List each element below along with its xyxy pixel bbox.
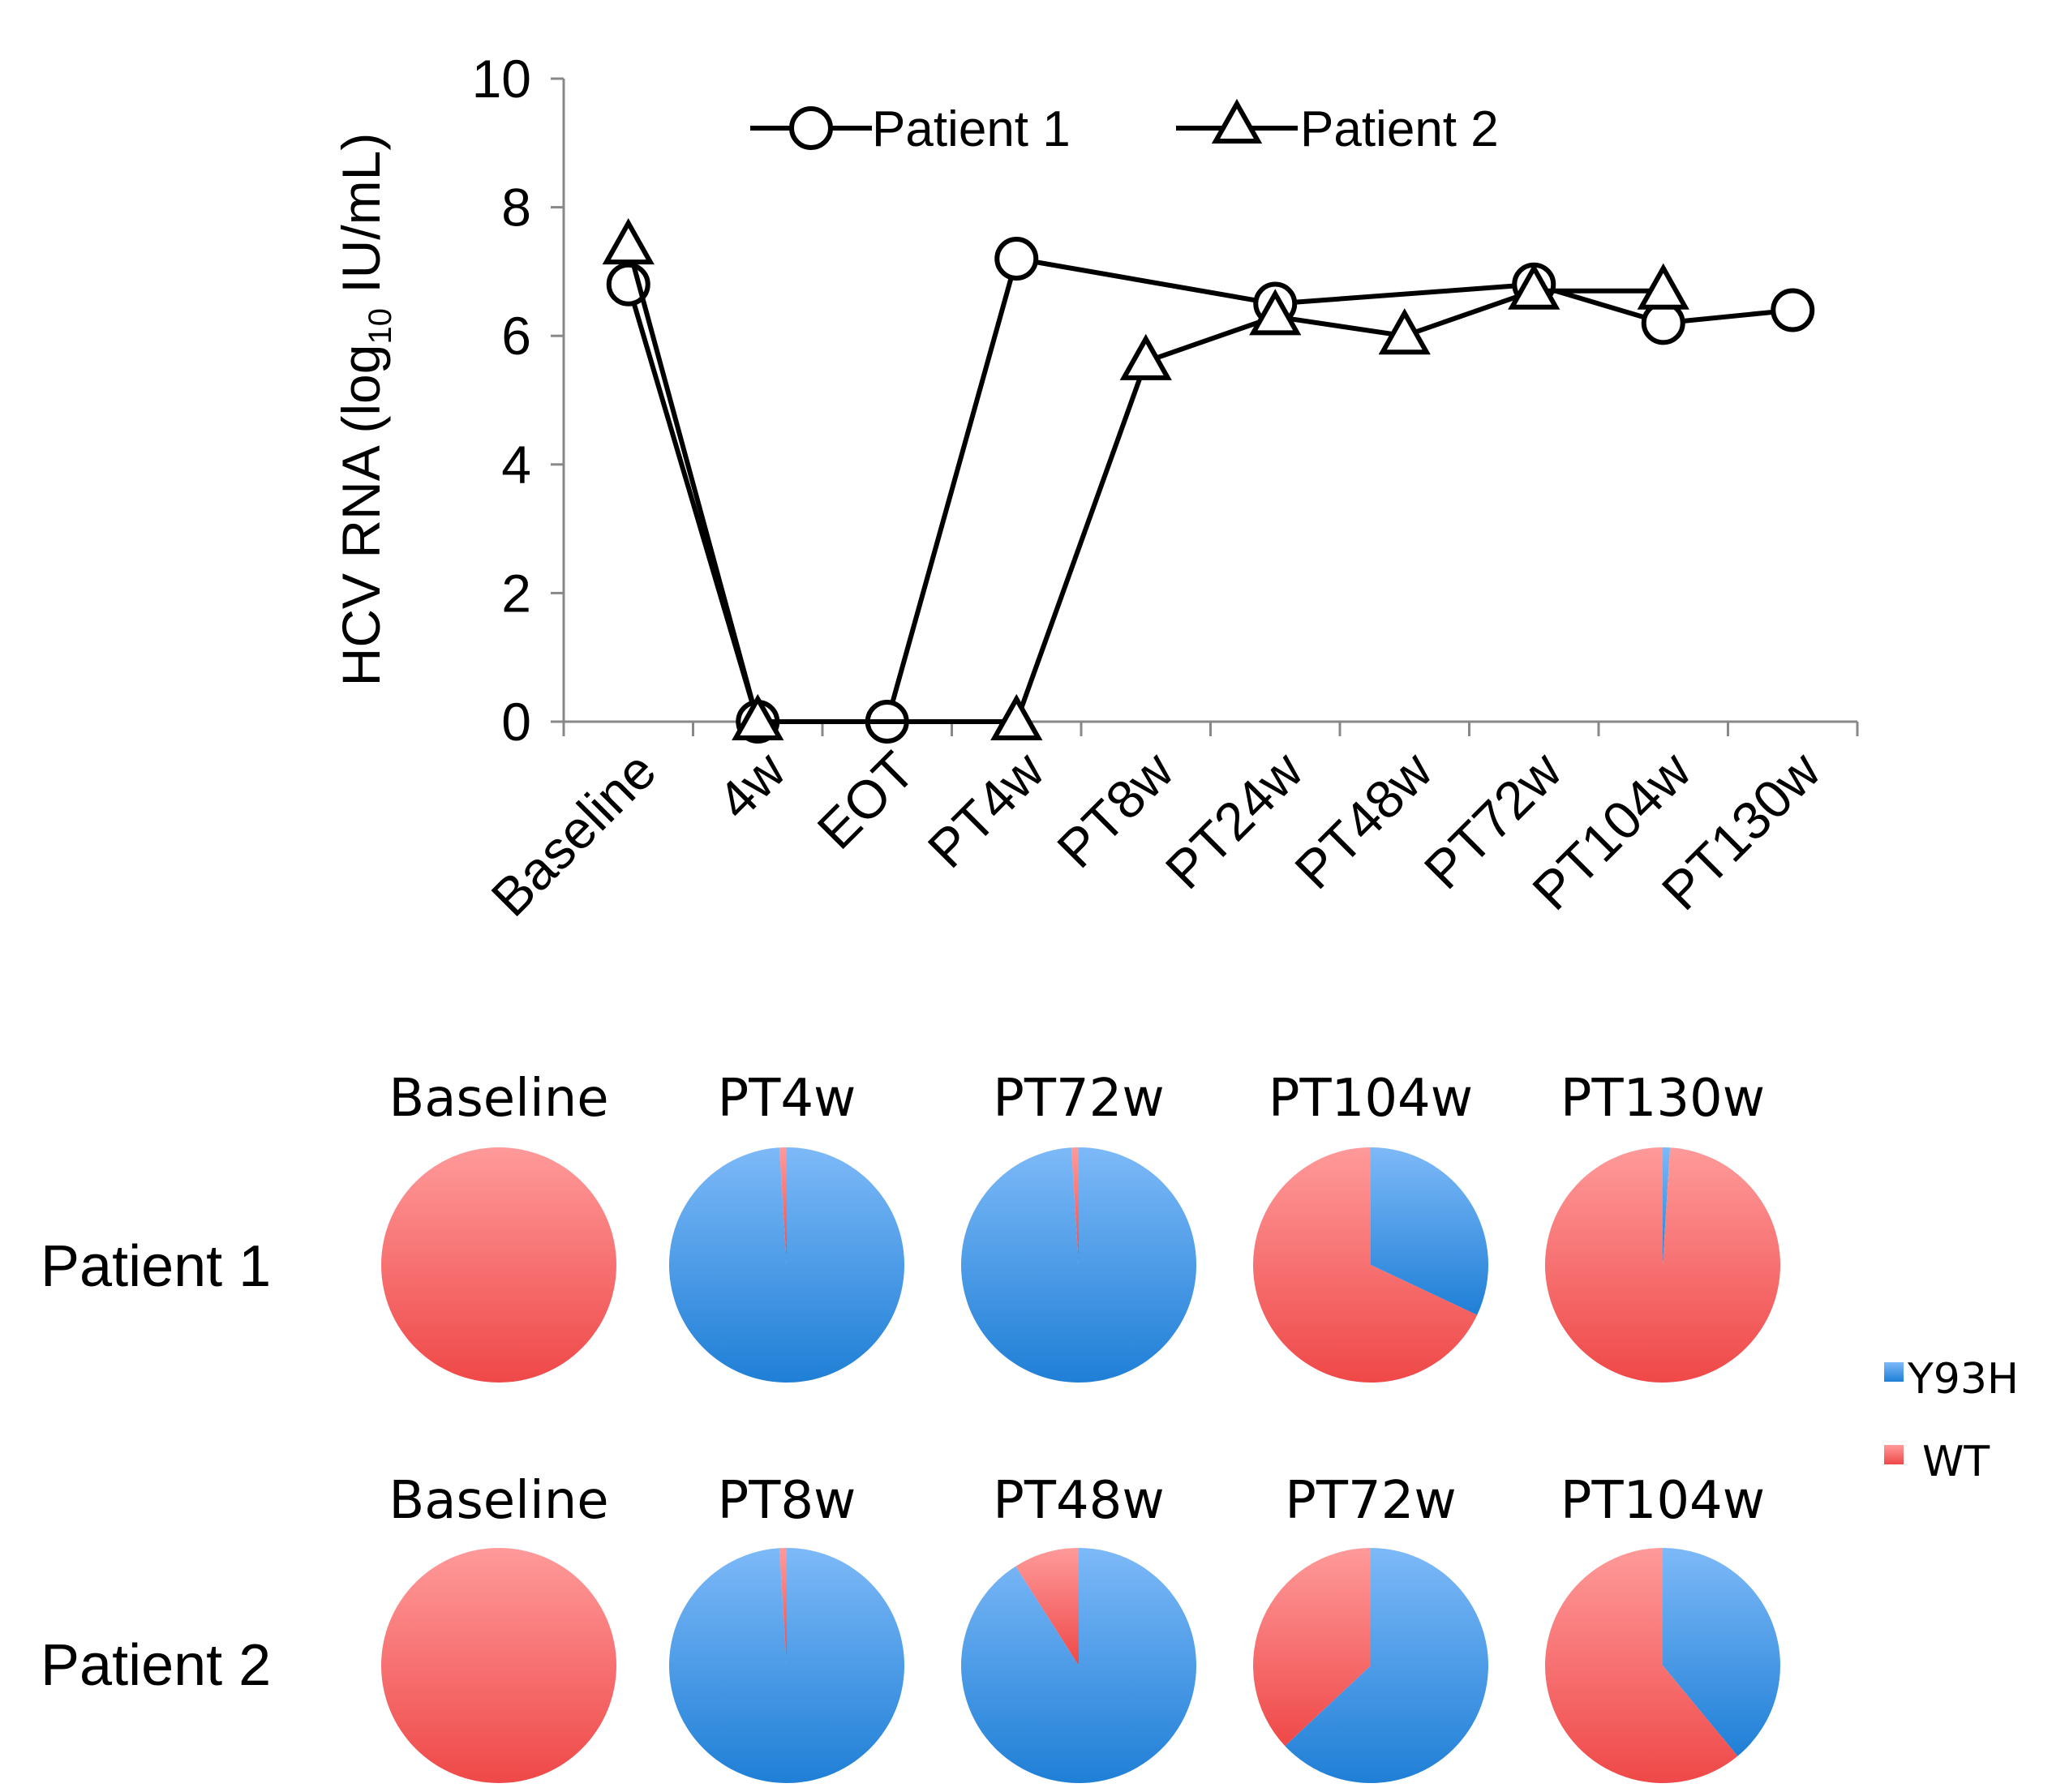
pie-slice-y93h — [1285, 1548, 1488, 1783]
pie-title: PT104w — [1269, 1069, 1473, 1129]
legend-swatch-y93h — [1884, 1362, 1904, 1382]
pie-slice-wt — [779, 1548, 787, 1666]
data-point-triangle — [1249, 289, 1302, 336]
pie-slice-wt — [779, 1147, 787, 1265]
series-line — [625, 245, 1663, 724]
x-tick-label: PT24w — [1154, 740, 1315, 900]
legend-label-patient-1: Patient 1 — [872, 101, 1071, 157]
pie-pt4w: PT4w — [669, 1069, 905, 1383]
line-legend: Patient 1 Patient 2 — [750, 98, 1499, 157]
legend-label-y93h: Y93H — [1907, 1355, 2019, 1404]
pie-title: PT8w — [718, 1471, 856, 1531]
pie-baseline: Baseline — [381, 1069, 616, 1383]
pie-row-patient-2: Patient 2 Baseline PT8w PT48w PT72w PT104w — [41, 1471, 1780, 1783]
legend-swatch-wt — [1884, 1445, 1904, 1464]
pie-legend: Y93H WT — [1884, 1355, 2019, 1486]
y-tick-label: 8 — [501, 178, 531, 238]
pie-slice-wt — [1544, 1147, 1780, 1383]
pie-slice-y93h — [1663, 1147, 1671, 1265]
data-point-triangle — [1119, 333, 1172, 380]
y-axis-label-main: HCV RNA (log — [331, 345, 391, 687]
pie-slice-wt — [1071, 1147, 1079, 1265]
y-axis-label-tail: IU/mL) — [331, 133, 391, 308]
y-tick-label: 4 — [501, 435, 531, 495]
x-tick-label: 4w — [706, 740, 796, 830]
legend-label-wt: WT — [1922, 1438, 1990, 1486]
pie-title: Baseline — [389, 1471, 608, 1531]
pie-slice-y93h — [1371, 1147, 1489, 1315]
pie-title: PT48w — [993, 1471, 1164, 1531]
data-point-triangle — [1508, 263, 1560, 310]
y-tick-label: 6 — [501, 306, 531, 366]
pie-slice-y93h — [961, 1147, 1197, 1383]
data-point-triangle — [1378, 308, 1431, 355]
series-1 — [606, 237, 1815, 744]
x-ticks: Baseline 4w EOTPT4wPT8wPT24wPT48wPT72wPT10… — [479, 722, 1859, 928]
pie-slice-y93h — [1663, 1548, 1780, 1756]
pie-slice-wt — [1253, 1147, 1478, 1383]
pie-slice-wt — [381, 1548, 616, 1783]
legend-item-patient-2: Patient 2 — [1176, 98, 1499, 157]
pie-slice-y93h — [669, 1147, 905, 1383]
pie-pt48w: PT48w — [961, 1471, 1197, 1783]
pie-slice-wt — [1252, 1548, 1371, 1747]
pie-slice-y93h — [669, 1548, 905, 1783]
legend-item-patient-1: Patient 1 — [750, 101, 1071, 157]
pie-slice-wt — [381, 1147, 616, 1383]
pie-pt72w: PT72w — [1252, 1471, 1488, 1783]
pie-slice-wt — [1015, 1548, 1079, 1666]
data-point-triangle — [732, 693, 784, 740]
legend-triangle-marker — [1211, 98, 1263, 144]
x-tick-label: Baseline — [479, 740, 667, 928]
pie-title: PT72w — [1285, 1471, 1456, 1531]
data-point-circle — [994, 237, 1039, 281]
pie-title: PT130w — [1560, 1069, 1765, 1129]
y-tick-label: 0 — [501, 692, 531, 752]
pie-pt8w: PT8w — [669, 1471, 905, 1783]
data-point-triangle — [990, 693, 1043, 740]
pie-title: PT4w — [718, 1069, 856, 1129]
pie-slice-wt — [1545, 1548, 1738, 1783]
pie-title: PT104w — [1560, 1471, 1765, 1531]
row-label-patient-1: Patient 1 — [41, 1234, 271, 1299]
data-point-triangle — [602, 218, 655, 265]
y-tick-label: 10 — [472, 49, 531, 109]
pie-title: PT72w — [993, 1069, 1164, 1129]
legend-label-patient-2: Patient 2 — [1300, 101, 1499, 157]
pie-title: Baseline — [389, 1069, 608, 1129]
series-line — [625, 256, 1793, 724]
y-ticks: 0 2 4 6 8 10 — [472, 49, 564, 752]
data-point-circle — [1771, 288, 1815, 332]
pie-pt104w: PT104w — [1253, 1069, 1489, 1383]
pie-baseline: Baseline — [381, 1471, 616, 1783]
pie-pt130w: PT130w — [1544, 1069, 1780, 1383]
pie-slice-y93h — [961, 1548, 1197, 1783]
series-2 — [602, 218, 1689, 740]
y-axis-label: HCV RNA (log10 IU/mL) — [331, 133, 398, 687]
pie-pt72w: PT72w — [961, 1069, 1197, 1383]
pie-row-patient-1: Patient 1 Baseline PT4w PT72w PT104w PT130w — [41, 1069, 1780, 1383]
series-layer — [602, 218, 1815, 744]
x-tick-label: EOT — [805, 740, 925, 860]
data-point-triangle — [1637, 263, 1689, 310]
pie-pt104w: PT104w — [1545, 1471, 1780, 1783]
y-tick-label: 2 — [501, 563, 531, 623]
legend-circle-marker — [789, 106, 833, 150]
x-tick-label: PT48w — [1283, 740, 1444, 900]
y-axis-label-subscript: 10 — [363, 308, 398, 345]
x-tick-label: PT4w — [917, 740, 1056, 879]
row-label-patient-2: Patient 2 — [41, 1633, 271, 1698]
